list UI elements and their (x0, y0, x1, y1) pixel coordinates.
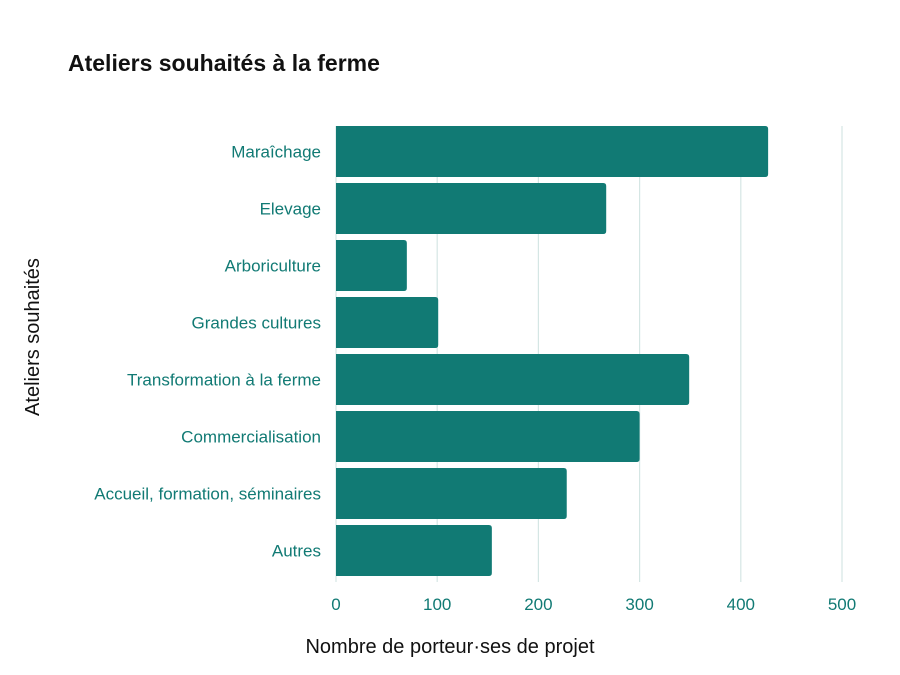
x-axis-title: Nombre de porteur·ses de projet (305, 636, 594, 658)
category-label: Commercialisation (181, 428, 321, 447)
category-label: Transformation à la ferme (127, 371, 321, 390)
category-label: Grandes cultures (192, 314, 321, 333)
bar (336, 525, 492, 576)
bar (336, 240, 407, 291)
x-tick-labels: 0 100 200 300 400 500 (331, 595, 856, 614)
bar (336, 468, 567, 519)
x-tick-label: 0 (331, 595, 340, 614)
category-label: Elevage (260, 200, 321, 219)
category-label: Accueil, formation, séminaires (94, 485, 321, 504)
category-label: Autres (272, 542, 321, 561)
category-label: Arboriculture (225, 257, 321, 276)
bar (336, 297, 439, 348)
bar (336, 126, 769, 177)
x-tick-label: 500 (828, 595, 856, 614)
bar (336, 411, 640, 462)
x-tick-label: 200 (524, 595, 552, 614)
bar (336, 354, 690, 405)
category-labels: Maraîchage Elevage Arboriculture Grandes cu… (94, 143, 321, 561)
bars-group (336, 126, 769, 576)
x-tick-label: 400 (727, 595, 755, 614)
bar (336, 183, 607, 234)
chart-title: Ateliers souhaités à la ferme (68, 50, 380, 76)
y-axis-title: Ateliers souhaités (22, 258, 44, 416)
x-tick-label: 100 (423, 595, 451, 614)
category-label: Maraîchage (231, 143, 321, 162)
x-tick-label: 300 (625, 595, 653, 614)
